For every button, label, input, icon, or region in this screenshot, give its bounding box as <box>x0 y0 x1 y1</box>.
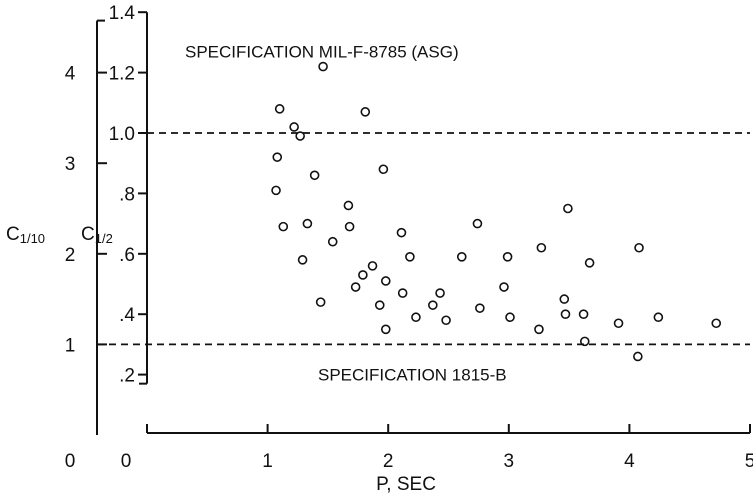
data-point <box>534 324 544 335</box>
data-point <box>711 318 722 329</box>
c110-tick-label: 3 <box>65 154 76 175</box>
x-tick-label: 2 <box>383 451 394 472</box>
data-points <box>271 61 722 362</box>
data-point <box>633 351 643 362</box>
data-point <box>274 104 285 114</box>
data-point <box>505 312 515 323</box>
data-point <box>367 261 378 271</box>
c110-axis: 0 1 2 3 4 <box>65 19 107 472</box>
data-point <box>360 107 371 117</box>
data-point <box>502 252 513 262</box>
c12-tick-label: .6 <box>119 245 135 266</box>
c110-tick-label: 0 <box>65 451 76 472</box>
data-point <box>378 164 389 175</box>
data-point <box>578 309 589 320</box>
data-point <box>289 122 299 132</box>
data-point <box>456 252 467 262</box>
data-point <box>584 258 595 268</box>
reference-line-label: SPECIFICATION 1815-B <box>318 366 507 385</box>
reference-lines: SPECIFICATION MIL-F-8785 (ASG) SPECIFICAT… <box>97 43 750 385</box>
data-point <box>309 170 320 181</box>
data-point <box>613 318 624 329</box>
data-point <box>358 270 368 280</box>
data-point <box>405 252 415 262</box>
c12-axis: .2 .4 .6 .8 1.0 1.2 1.4 0 <box>109 3 148 472</box>
data-point <box>435 288 445 298</box>
c110-axis-label: C1/10 <box>6 224 45 246</box>
c12-origin-label: 0 <box>121 451 132 472</box>
c12-tick-label: 1.0 <box>109 124 135 145</box>
c110-tick-label: 1 <box>65 335 76 356</box>
x-tick-label: 5 <box>745 451 753 472</box>
data-point <box>327 236 338 247</box>
data-point <box>295 131 305 141</box>
data-point <box>499 282 509 292</box>
data-point <box>297 255 308 265</box>
data-point <box>411 312 421 323</box>
data-point <box>428 300 438 310</box>
data-point <box>380 276 391 286</box>
data-point <box>344 221 355 232</box>
data-point <box>302 218 313 229</box>
data-point <box>315 297 326 307</box>
data-point <box>318 61 328 72</box>
data-point <box>472 218 483 229</box>
data-point <box>563 203 573 214</box>
data-point <box>634 242 644 253</box>
c12-tick-label: .8 <box>119 184 135 205</box>
c12-tick-label: .2 <box>119 366 135 387</box>
x-tick-label: 3 <box>504 451 515 472</box>
data-point <box>441 315 451 326</box>
data-point <box>374 300 385 310</box>
data-point <box>272 152 283 162</box>
data-point <box>653 312 664 323</box>
c12-tick-label: .4 <box>119 305 135 326</box>
data-point <box>343 200 354 211</box>
data-point <box>560 309 571 320</box>
data-point <box>380 324 391 335</box>
x-tick-label: 1 <box>262 451 273 472</box>
data-point <box>278 221 289 232</box>
data-point <box>559 294 570 304</box>
data-point <box>350 282 361 292</box>
data-point <box>271 185 281 196</box>
c110-tick-label: 2 <box>65 245 76 266</box>
data-point <box>397 288 408 298</box>
data-point <box>475 303 485 313</box>
x-tick-label: 4 <box>624 451 635 472</box>
x-axis-label: P, SEC <box>376 474 436 495</box>
data-point <box>536 242 547 253</box>
x-axis: 1 2 3 4 5 <box>146 424 753 472</box>
c110-tick-label: 4 <box>65 64 76 85</box>
reference-line-label: SPECIFICATION MIL-F-8785 (ASG) <box>185 43 459 62</box>
data-point <box>396 227 407 238</box>
c12-tick-label: 1.4 <box>109 3 136 24</box>
c12-tick-label: 1.2 <box>109 64 135 85</box>
data-point <box>579 336 590 347</box>
